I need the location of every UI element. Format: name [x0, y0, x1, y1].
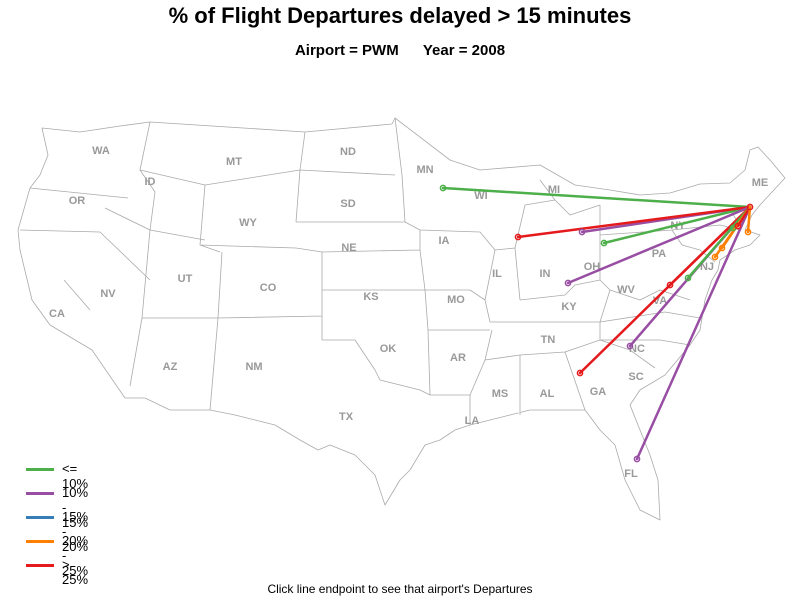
state-label-al: AL: [540, 388, 555, 400]
route-endpoint[interactable]: [626, 342, 634, 350]
state-label-nd: ND: [340, 146, 356, 158]
route-endpoint[interactable]: [718, 244, 726, 252]
state-label-ga: GA: [590, 386, 607, 398]
state-label-nv: NV: [100, 288, 116, 300]
state-label-pa: PA: [652, 248, 667, 260]
state-label-mo: MO: [447, 294, 465, 306]
route-line-ky: [566, 205, 752, 285]
route-line-mn: [441, 186, 752, 209]
route-line-va: [668, 205, 752, 287]
state-label-ky: KY: [561, 301, 577, 313]
state-label-ks: KS: [363, 291, 378, 303]
state-label-nj: NJ: [700, 261, 714, 273]
state-label-mt: MT: [226, 156, 242, 168]
state-label-in: IN: [540, 268, 551, 280]
legend-swatch: [26, 468, 54, 471]
legend-label: 15% - 20%: [62, 509, 89, 554]
state-label-sd: SD: [340, 198, 355, 210]
route-endpoint[interactable]: [633, 455, 641, 463]
footer-hint: Click line endpoint to see that airport'…: [267, 582, 533, 596]
state-label-ut: UT: [178, 273, 193, 285]
state-label-ne: NE: [341, 242, 356, 254]
legend-label: 10% - 15%: [62, 485, 89, 530]
route-endpoint[interactable]: [666, 281, 674, 289]
state-label-wi: WI: [474, 190, 487, 202]
route-line-fl: [635, 205, 752, 461]
state-labels: WA OR CA ID NV MT WY UT AZ CO NM ND SD NE KS OK TX MN IA MO…: [49, 145, 768, 480]
state-label-la: LA: [465, 415, 480, 427]
route-endpoints: [439, 184, 754, 463]
route-lines: [441, 186, 752, 461]
state-label-sc: SC: [628, 371, 643, 383]
route-endpoint[interactable]: [744, 228, 752, 236]
state-label-ms: MS: [492, 388, 509, 400]
subtitle-airport: Airport = PWM: [294, 42, 399, 59]
legend-label: > 25%: [62, 557, 89, 587]
state-label-co: CO: [260, 282, 277, 294]
state-label-mi: MI: [548, 184, 560, 196]
route-endpoint[interactable]: [576, 369, 584, 377]
state-label-ia: IA: [439, 235, 450, 247]
state-label-ar: AR: [450, 352, 466, 364]
route-endpoint[interactable]: [711, 253, 719, 261]
route-line-oh: [602, 205, 752, 245]
subtitle-year: Year = 2008: [422, 42, 506, 59]
state-label-ca: CA: [49, 308, 65, 320]
legend-swatch: [26, 492, 54, 495]
route-endpoint[interactable]: [514, 233, 522, 241]
state-label-me: ME: [752, 177, 769, 189]
legend-label: <= 10%: [62, 461, 89, 491]
page-title: % of Flight Departures delayed > 15 minu…: [168, 3, 632, 28]
state-boundaries: [17, 117, 786, 521]
state-label-fl: FL: [624, 468, 638, 480]
legend-swatch: [26, 564, 54, 567]
state-label-mn: MN: [416, 164, 433, 176]
origin-airport-marker[interactable]: [746, 203, 754, 211]
state-label-tn: TN: [541, 334, 556, 346]
legend-label: 20% - 25%: [62, 533, 89, 578]
state-label-wv: WV: [617, 284, 635, 296]
state-label-az: AZ: [163, 361, 178, 373]
route-line-il: [516, 205, 752, 239]
state-label-il: IL: [492, 268, 502, 280]
route-endpoint[interactable]: [564, 279, 572, 287]
state-label-or: OR: [69, 195, 86, 207]
legend-swatch: [26, 540, 54, 543]
route-line-ma: [746, 205, 752, 234]
route-endpoint[interactable]: [734, 222, 742, 230]
state-label-ok: OK: [380, 343, 397, 355]
state-label-wa: WA: [92, 145, 110, 157]
us-outline: [17, 117, 786, 521]
state-label-wy: WY: [239, 217, 257, 229]
state-label-nm: NM: [245, 361, 262, 373]
state-label-tx: TX: [339, 411, 354, 423]
legend-swatch: [26, 516, 54, 519]
route-line-ny: [736, 205, 752, 228]
state-label-id: ID: [145, 176, 156, 188]
route-endpoint[interactable]: [600, 239, 608, 247]
route-endpoint[interactable]: [578, 228, 586, 236]
route-endpoint[interactable]: [684, 274, 692, 282]
page-subtitle: Airport = PWM Year = 2008: [0, 42, 800, 59]
route-endpoint[interactable]: [439, 184, 447, 192]
